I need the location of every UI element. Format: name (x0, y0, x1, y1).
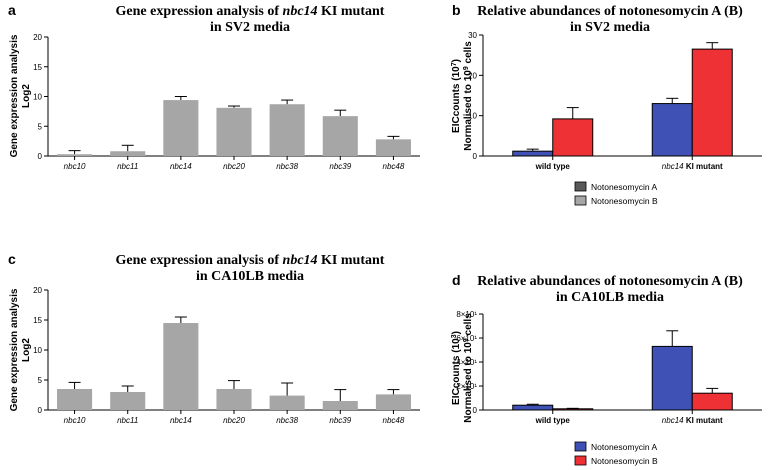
panel-c-xtick-label: nbc11 (117, 416, 138, 425)
panel-c-bar (110, 392, 146, 410)
panel-b-legend-swatch (574, 181, 587, 192)
panel-d-letter: d (452, 272, 461, 288)
panel-d-legend-swatch (574, 455, 587, 466)
panel-b-title-line1: Relative abundances of notonesomycin A (… (477, 4, 743, 19)
panel-b-ytick-label: 10 (468, 112, 477, 121)
panel-d-ytick-label: 4×10¹ (456, 358, 477, 367)
panel-a-bar (375, 139, 411, 156)
panel-a-ytick-label: 0 (38, 152, 43, 161)
panel-b: b Relative abundances of notonesomycin A… (451, 2, 762, 206)
panel-c-ytick-label: 10 (33, 346, 42, 355)
panel-a: a Gene expression analysis of nbc14 KI m… (8, 2, 420, 171)
panel-a-bar (57, 154, 93, 156)
panel-d-ytick-label: 8×10¹ (456, 310, 477, 319)
panel-c-ytick-label: 20 (33, 286, 42, 295)
panel-a-plot: 0 5 10 15 20 nbc10 nbc11 nbc14 nbc20 nbc38 nbc39 nb… (33, 33, 420, 171)
panel-a-ylabel-line1: Gene expression analysis (9, 34, 20, 157)
panel-b-bar (512, 150, 554, 157)
panel-a-xtick-label: nbc48 (383, 162, 405, 171)
panel-c-bar (57, 389, 93, 410)
panel-b-bar (691, 48, 733, 157)
panel-c-ytick-label: 0 (38, 406, 43, 415)
panel-b-letter: b (452, 2, 461, 18)
panel-a-xtick-label: nbc11 (117, 162, 138, 171)
panel-d-ytick-label: 0 (473, 406, 478, 415)
panel-b-legend: Notonesomycin A Notonesomycin B (574, 181, 658, 206)
panel-d-bar (651, 345, 693, 411)
panel-b-xtick-label: wild type (535, 162, 571, 171)
panel-b-xtick-label: nbc14 KI mutant (662, 162, 723, 171)
panel-b-title-line2: in SV2 media (570, 20, 650, 35)
panel-d-bar (552, 408, 594, 411)
panel-c-xtick-label: nbc48 (383, 416, 405, 425)
panel-d-plot: 0 2×10¹ 4×10¹ 6×10¹ 8×10¹ wild type nbc14 KI m… (456, 310, 762, 425)
panel-d-ytick-label: 2×10¹ (456, 382, 477, 391)
panel-a-title-line1: Gene expression analysis of nbc14 KI mut… (116, 4, 385, 19)
panel-c-xtick-label: nbc38 (276, 416, 298, 425)
panel-d-ylabel-line2: Normalised to 109 cells (463, 313, 475, 423)
panel-b-bar (552, 118, 594, 157)
panel-c-plot: 0 5 10 15 20 nbc10 nbc11 nbc14 nbc20 nbc38 nbc39 nb… (33, 286, 420, 425)
panel-b-ylabel-line2: Normalised to 109 cells (463, 41, 475, 151)
panel-a-xtick-label: nbc38 (276, 162, 298, 171)
panel-c-xtick-label: nbc39 (329, 416, 351, 425)
panel-d-legend-label: Notonesomycin A (591, 442, 657, 452)
panel-c-ytick-label: 5 (38, 376, 43, 385)
panel-c-letter: c (8, 251, 16, 267)
panel-d-ytick-label: 6×10¹ (456, 334, 477, 343)
panel-a-xtick-label: nbc10 (64, 162, 86, 171)
panel-c-ylabel-line1: Gene expression analysis (9, 288, 20, 411)
panel-a-ytick-label: 10 (33, 93, 42, 102)
panel-a-xtick-label: nbc20 (223, 162, 245, 171)
panel-c: c Gene expression analysis of nbc14 KI m… (8, 251, 420, 425)
panel-d-title-line1: Relative abundances of notonesomycin A (… (477, 274, 743, 289)
panel-b-legend-label: Notonesomycin A (591, 182, 657, 192)
panel-c-xtick-label: nbc20 (223, 416, 245, 425)
panel-b-legend-swatch (574, 195, 587, 206)
panel-b-plot: 0 10 20 30 wild type nbc14 KI mutant (468, 31, 762, 171)
panel-b-ylabel-line1: EICcounts (107) (451, 59, 463, 133)
panel-a-ylabel-line2: Log2 (21, 84, 32, 108)
panel-d-bar (691, 392, 733, 411)
panel-c-title-line2: in CA10LB media (196, 269, 304, 284)
panel-b-ytick-label: 30 (468, 31, 477, 40)
panel-d-legend-swatch (574, 441, 587, 452)
panel-c-bar (269, 395, 305, 410)
panel-a-bar (110, 151, 146, 156)
panel-a-xtick-label: nbc39 (329, 162, 351, 171)
panel-c-bar (375, 394, 411, 410)
panel-b-ytick-label: 20 (468, 71, 477, 80)
panel-a-xtick-label: nbc14 (170, 162, 192, 171)
panel-d-legend-label: Notonesomycin B (591, 456, 658, 466)
panel-c-title-line1: Gene expression analysis of nbc14 KI mut… (116, 253, 385, 268)
panel-c-bar (163, 323, 199, 410)
panel-d-legend: Notonesomycin A Notonesomycin B (574, 441, 658, 466)
panel-d: d Relative abundances of notonesomycin A… (451, 272, 762, 466)
panel-b-ytick-label: 0 (473, 152, 478, 161)
panel-d-xtick-label: nbc14 KI mutant (662, 416, 723, 425)
panel-c-bar (216, 389, 252, 410)
panel-a-title-line2: in SV2 media (210, 20, 290, 35)
panel-d-ylabel-line1: EICcounts (103) (451, 331, 463, 405)
panel-c-ytick-label: 15 (33, 316, 42, 325)
panel-a-letter: a (8, 2, 16, 18)
panel-a-bar (216, 107, 252, 156)
panel-b-legend-label: Notonesomycin B (591, 196, 658, 206)
panel-c-xtick-label: nbc10 (64, 416, 86, 425)
panel-a-bar (269, 104, 305, 156)
panel-c-xtick-label: nbc14 (170, 416, 192, 425)
panel-c-ylabel-line2: Log2 (21, 338, 32, 362)
panel-a-bar (322, 116, 358, 156)
panel-a-bar (163, 100, 199, 156)
panel-a-ytick-label: 5 (38, 122, 43, 131)
panel-a-ytick-label: 20 (33, 33, 42, 42)
panel-a-ytick-label: 15 (33, 63, 42, 72)
panel-d-xtick-label: wild type (535, 416, 571, 425)
panel-d-bar (512, 404, 554, 411)
panel-d-title-line2: in CA10LB media (556, 290, 664, 305)
panel-c-bar (322, 401, 358, 410)
panel-b-bar (651, 103, 693, 157)
